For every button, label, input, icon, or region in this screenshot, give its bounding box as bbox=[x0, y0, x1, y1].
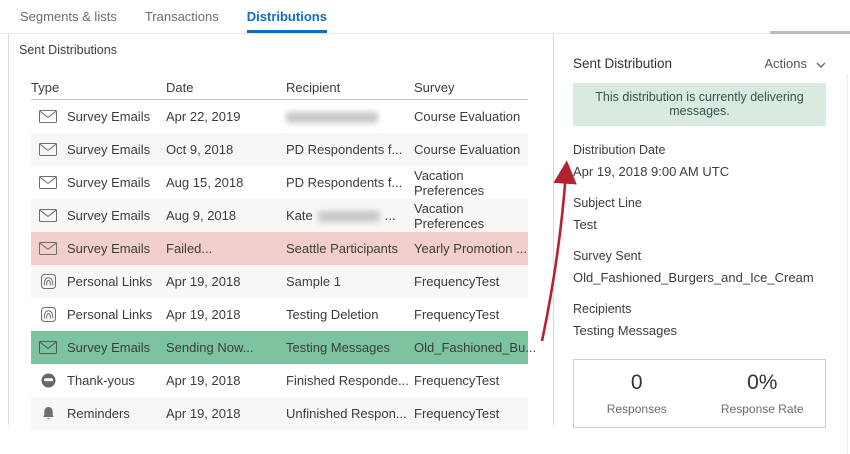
pane-title: Sent Distributions bbox=[19, 43, 117, 57]
stat-value: 0% bbox=[747, 371, 778, 394]
field-value: Old_Fashioned_Burgers_and_Ice_Cream bbox=[573, 270, 814, 285]
field-value: Test bbox=[573, 217, 597, 232]
table-row[interactable]: Survey Emails Oct 9, 2018 PD Respondents… bbox=[31, 133, 528, 166]
field-label: Subject Line bbox=[573, 196, 642, 210]
table-row-failed[interactable]: Survey Emails Failed... Seattle Particip… bbox=[31, 232, 528, 265]
stat-responses: 0 Responses bbox=[574, 360, 700, 427]
table-row[interactable]: Reminders Apr 19, 2018 Unfinished Respon… bbox=[31, 397, 528, 430]
fingerprint-icon bbox=[39, 307, 57, 322]
column-header-type: Type bbox=[31, 80, 60, 95]
field-survey-sent: Survey Sent Old_Fashioned_Burgers_and_Ic… bbox=[573, 249, 826, 285]
vertical-scrollbar-track[interactable] bbox=[847, 74, 848, 454]
table-row-selected[interactable]: Survey Emails Sending Now... Testing Mes… bbox=[31, 331, 536, 364]
chevron-down-icon bbox=[816, 56, 826, 71]
column-header-date: Date bbox=[166, 80, 194, 95]
column-header-survey: Survey bbox=[414, 80, 455, 95]
table-row[interactable]: Survey Emails Apr 22, 2019 Course Evalua… bbox=[31, 100, 528, 133]
envelope-icon bbox=[39, 209, 57, 222]
actions-dropdown[interactable]: Actions bbox=[764, 56, 826, 71]
bell-icon bbox=[39, 406, 57, 421]
delivering-status-banner: This distribution is currently deliverin… bbox=[573, 83, 826, 126]
table-row[interactable]: Survey Emails Aug 15, 2018 PD Respondent… bbox=[31, 166, 528, 199]
field-label: Distribution Date bbox=[573, 143, 666, 157]
main-content: Sent Distributions Type Date Recipient S… bbox=[0, 34, 850, 454]
fingerprint-icon bbox=[39, 274, 57, 289]
field-distribution-date: Distribution Date Apr 19, 2018 9:00 AM U… bbox=[573, 143, 826, 179]
field-recipients: Recipients Testing Messages bbox=[573, 302, 826, 338]
sent-distribution-detail-panel: Sent Distribution Actions This distribut… bbox=[554, 34, 850, 428]
envelope-icon bbox=[39, 341, 57, 354]
detail-title: Sent Distribution bbox=[573, 56, 673, 71]
envelope-icon bbox=[39, 242, 57, 255]
column-header-recipient: Recipient bbox=[286, 80, 341, 95]
thank-you-icon bbox=[39, 373, 57, 388]
tab-transactions[interactable]: Transactions bbox=[144, 9, 219, 24]
field-value: Testing Messages bbox=[573, 323, 678, 338]
table-row[interactable]: Thank-yous Apr 19, 2018 Finished Respond… bbox=[31, 364, 528, 397]
sent-distributions-pane: Sent Distributions Type Date Recipient S… bbox=[8, 34, 554, 430]
field-label: Recipients bbox=[573, 302, 632, 316]
stat-label: Response Rate bbox=[720, 402, 804, 416]
table-row[interactable]: Personal Links Apr 19, 2018 Testing Dele… bbox=[31, 298, 528, 331]
stat-value: 0 bbox=[630, 371, 643, 394]
table-row[interactable]: Survey Emails Aug 9, 2018 Kate... Vacati… bbox=[31, 199, 528, 232]
field-subject-line: Subject Line Test bbox=[573, 196, 826, 232]
stat-label: Responses bbox=[606, 402, 667, 416]
envelope-icon bbox=[39, 110, 57, 123]
horizontal-scrollbar[interactable] bbox=[770, 31, 850, 34]
response-stats-box: 0 Responses 0% Response Rate bbox=[573, 359, 826, 428]
redacted-recipient bbox=[317, 211, 380, 223]
redacted-recipient bbox=[286, 112, 378, 124]
top-tab-bar: Segments & lists Transactions Distributi… bbox=[0, 0, 850, 34]
distributions-table: Type Date Recipient Survey Survey Emails… bbox=[31, 76, 536, 430]
table-row[interactable]: Personal Links Apr 19, 2018 Sample 1 Fre… bbox=[31, 265, 528, 298]
envelope-icon bbox=[39, 143, 57, 156]
table-header-row: Type Date Recipient Survey bbox=[31, 76, 528, 100]
envelope-icon bbox=[39, 176, 57, 189]
tab-distributions[interactable]: Distributions bbox=[246, 0, 327, 33]
field-label: Survey Sent bbox=[573, 249, 642, 263]
field-value: Apr 19, 2018 9:00 AM UTC bbox=[573, 164, 730, 179]
stat-response-rate: 0% Response Rate bbox=[700, 360, 826, 427]
tab-segments-and-lists[interactable]: Segments & lists bbox=[20, 9, 117, 24]
